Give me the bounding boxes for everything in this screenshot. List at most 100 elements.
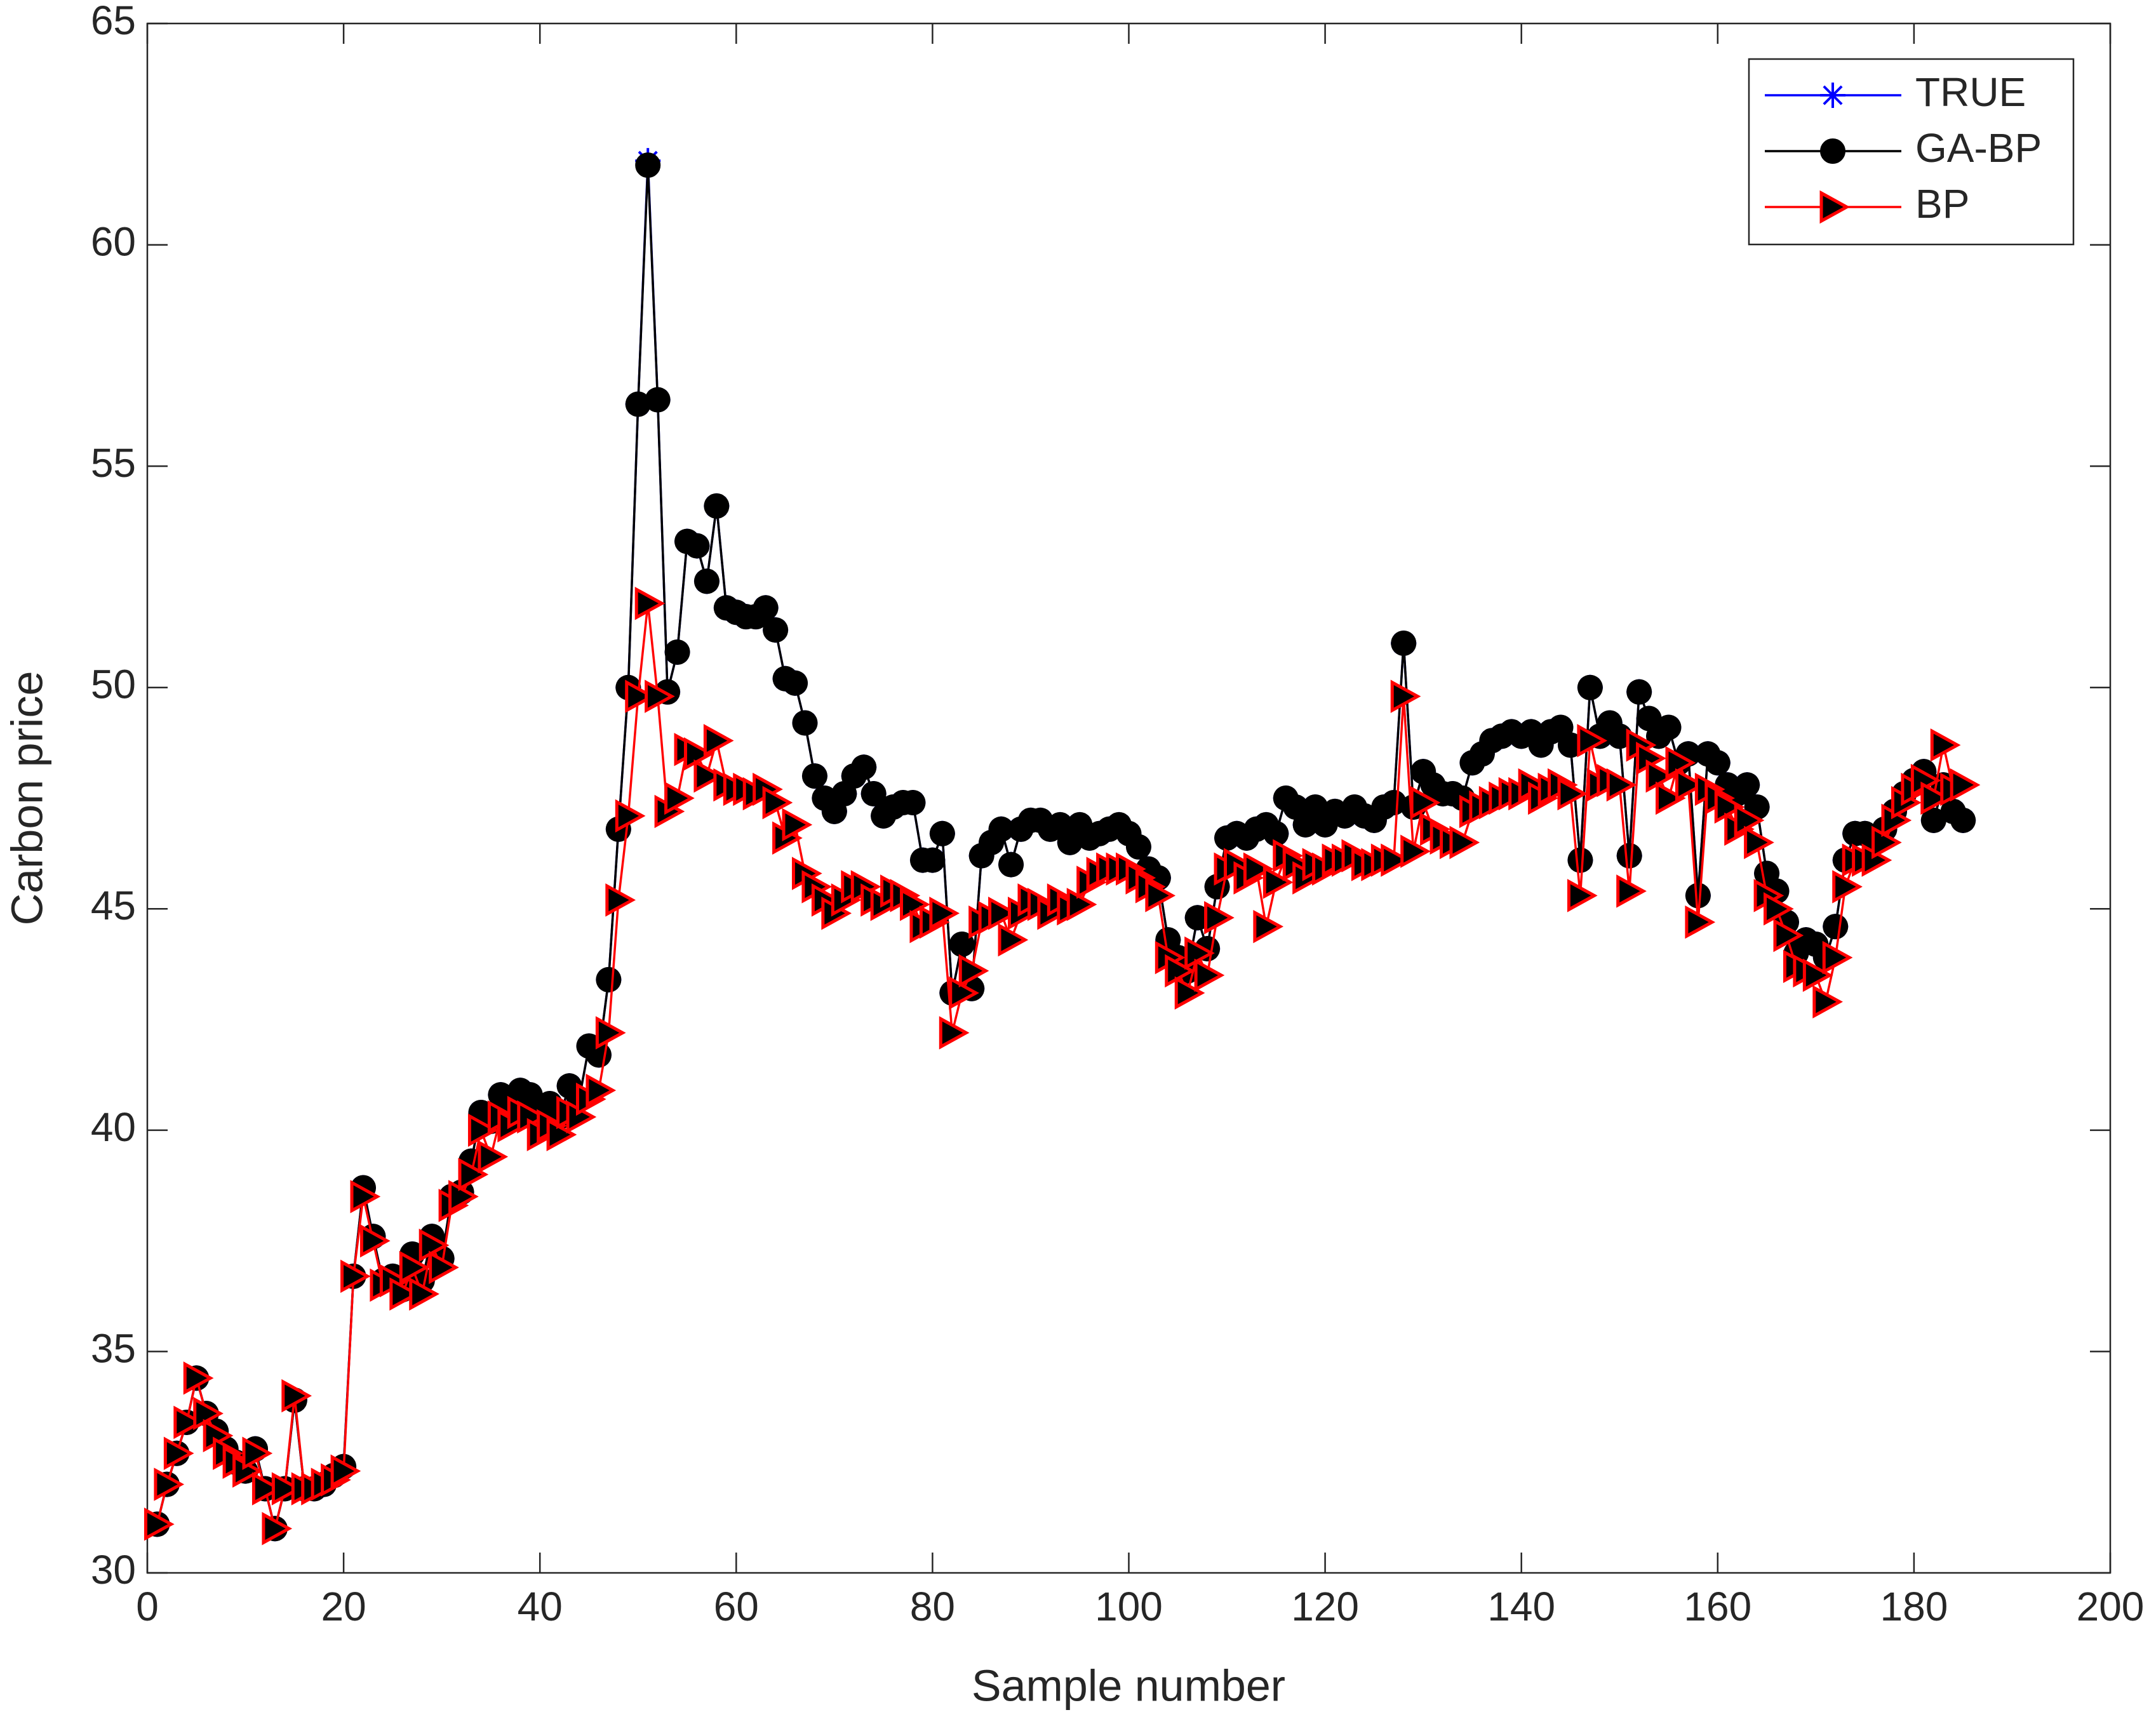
marker xyxy=(1773,918,1804,952)
marker xyxy=(988,897,1019,930)
x-tick-label: 200 xyxy=(2077,1584,2145,1629)
marker xyxy=(1204,901,1235,935)
y-tick-label: 30 xyxy=(91,1547,136,1593)
marker xyxy=(929,897,960,930)
marker xyxy=(899,888,930,921)
marker xyxy=(1390,679,1421,713)
y-tick-label: 65 xyxy=(91,0,136,43)
marker xyxy=(193,1396,224,1431)
marker xyxy=(615,799,646,833)
marker xyxy=(1066,888,1097,921)
marker xyxy=(801,763,827,789)
marker xyxy=(634,587,666,620)
marker xyxy=(782,670,808,696)
axes-box xyxy=(146,22,2112,1574)
marker xyxy=(664,781,695,815)
marker xyxy=(625,679,655,713)
marker xyxy=(1734,803,1765,838)
marker xyxy=(753,595,779,621)
marker xyxy=(1165,954,1195,988)
marker xyxy=(1950,768,1981,802)
marker xyxy=(1145,879,1176,912)
marker xyxy=(1606,768,1637,802)
marker xyxy=(1744,825,1774,859)
marker xyxy=(693,568,720,594)
marker xyxy=(1616,874,1647,908)
marker xyxy=(340,1259,371,1293)
marker xyxy=(1920,781,1951,815)
marker xyxy=(1812,985,1843,1019)
x-tick-label: 160 xyxy=(1684,1584,1751,1629)
marker xyxy=(359,1224,391,1258)
marker xyxy=(546,1118,577,1152)
legend-label: GA-BP xyxy=(1915,125,2042,171)
y-tick-label: 45 xyxy=(91,883,136,928)
marker xyxy=(1820,138,1845,164)
legend-label: BP xyxy=(1915,181,1969,227)
marker xyxy=(242,1436,273,1470)
marker xyxy=(1685,905,1716,939)
marker xyxy=(792,710,818,736)
marker xyxy=(586,1073,617,1107)
marker xyxy=(1262,865,1294,899)
marker xyxy=(1194,958,1225,992)
marker xyxy=(389,1277,420,1311)
marker xyxy=(851,754,877,780)
marker xyxy=(1557,777,1588,811)
marker xyxy=(183,1361,214,1395)
marker xyxy=(782,808,813,842)
marker xyxy=(1410,785,1441,820)
marker xyxy=(949,976,979,1010)
marker xyxy=(1764,892,1794,926)
x-tick-label: 60 xyxy=(714,1584,759,1629)
x-tick-label: 140 xyxy=(1487,1584,1555,1629)
x-axis-label: Sample number xyxy=(972,1661,1285,1710)
marker xyxy=(605,883,636,917)
marker xyxy=(1714,790,1745,824)
marker xyxy=(939,1016,970,1050)
marker xyxy=(271,1472,302,1506)
marker xyxy=(1734,772,1760,798)
x-tick-label: 100 xyxy=(1095,1584,1163,1629)
marker xyxy=(448,1180,479,1213)
marker xyxy=(1665,746,1696,780)
marker xyxy=(684,533,710,559)
marker xyxy=(1802,958,1833,992)
legend: TRUE GA-BP BP xyxy=(1748,58,2075,246)
y-axis-label: Carbon price xyxy=(2,671,51,926)
marker xyxy=(1645,759,1677,793)
marker xyxy=(467,1113,499,1147)
marker xyxy=(281,1379,312,1413)
marker xyxy=(1626,679,1652,705)
marker xyxy=(645,387,671,413)
marker xyxy=(635,152,661,178)
y-tick-label: 40 xyxy=(91,1104,136,1150)
marker xyxy=(399,1250,430,1285)
x-tick-label: 40 xyxy=(518,1584,563,1629)
marker xyxy=(1253,909,1284,944)
marker xyxy=(1567,879,1598,912)
marker xyxy=(173,1405,204,1440)
marker xyxy=(1656,714,1682,740)
legend-label: TRUE xyxy=(1915,69,2026,115)
x-tick-label: 0 xyxy=(136,1584,159,1629)
marker xyxy=(929,820,955,846)
marker xyxy=(900,789,926,815)
marker xyxy=(958,954,989,988)
marker xyxy=(860,781,887,807)
marker xyxy=(409,1277,439,1311)
marker xyxy=(1577,724,1608,758)
marker xyxy=(693,759,725,793)
marker xyxy=(1381,843,1411,877)
y-tick-label: 55 xyxy=(91,440,136,486)
marker xyxy=(1930,728,1961,762)
marker xyxy=(596,966,622,992)
marker xyxy=(645,679,675,713)
marker xyxy=(330,1454,361,1488)
marker xyxy=(144,1507,175,1541)
marker xyxy=(458,1158,489,1191)
marker xyxy=(1822,940,1853,975)
marker xyxy=(762,785,793,820)
